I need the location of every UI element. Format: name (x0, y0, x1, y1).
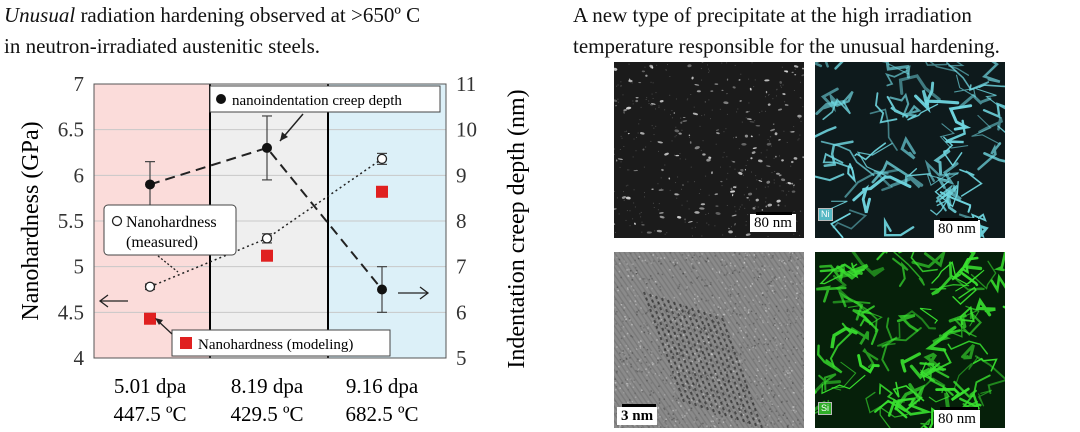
creep-depth-line (149, 146, 383, 291)
y-tick-label: 4 (74, 346, 85, 370)
scale-label-top-right: 80 nm (934, 220, 980, 238)
legend-measured-pointer (157, 255, 179, 273)
creep-depth-point (262, 142, 272, 153)
element-tag-si: Si (818, 402, 833, 415)
x-category-temp: 682.5 ºC (345, 402, 418, 426)
x-category-temp: 447.5 ºC (113, 402, 186, 426)
y-axis-title: Nanohardness (GPa) (18, 121, 44, 320)
legend-measured-box (103, 204, 237, 256)
legend-measured-marker (111, 215, 123, 227)
modeled-hardness-point (144, 312, 156, 325)
y-tick-label: 5.5 (58, 209, 84, 233)
scale-bar-bottom-left (622, 404, 656, 407)
scale-bar-top-left (756, 212, 792, 215)
y2-tick-label: 8 (456, 209, 467, 233)
left-caption-line-1: Unusual radiation hardening observed at … (4, 3, 421, 27)
y2-tick-label: 6 (456, 300, 467, 324)
right-axis-arrowhead (419, 286, 430, 300)
measured-hardness-point (376, 153, 388, 165)
si-map-micrograph (815, 252, 1005, 428)
y2-tick-label: 11 (456, 72, 476, 96)
y2-tick-label: 7 (456, 255, 467, 279)
left-caption: Unusual radiation hardening observed at … (4, 0, 420, 62)
y-tick-label: 6 (74, 163, 85, 187)
left-caption-line-2: in neutron-irradiated austenitic steels. (4, 34, 321, 58)
legend-modeling-arrowhead (155, 318, 163, 325)
y-tick-label: 5 (74, 255, 85, 279)
right-caption-line-2: temperature responsible for the unusual … (573, 34, 1000, 58)
y2-axis-title: Indentation creep depth (nm) (504, 89, 530, 368)
hardness-chart: 4 4.5 5 5.5 6 6.5 7 5 6 7 8 9 10 11 Nanohardness (GPa)… (18, 72, 530, 426)
x-category-dpa: 9.16 dpa (346, 374, 419, 398)
measured-hardness-point (144, 281, 156, 292)
measured-hardness-point (261, 233, 273, 244)
element-tag-ni: Ni (818, 208, 833, 221)
legend-modeling-label: Nanohardness (modeling) (198, 337, 353, 353)
right-caption: A new type of precipitate at the high ir… (573, 0, 1000, 62)
right-caption-line-1: A new type of precipitate at the high ir… (573, 3, 972, 27)
scale-bar-bottom-right (940, 407, 978, 410)
sem-micrograph (614, 62, 804, 238)
y2-tick-label: 5 (456, 346, 467, 370)
hrtem-micrograph (614, 252, 804, 428)
y-tick-label: 7 (74, 72, 85, 96)
scale-label-bottom-left: 3 nm (617, 407, 658, 425)
legend-creep-label: nanoindentation creep depth (232, 93, 402, 109)
modeled-hardness-point (376, 185, 388, 198)
legend-creep-marker (216, 94, 226, 104)
y-tick-label: 6.5 (58, 118, 84, 142)
legend-modeling-marker (180, 337, 192, 349)
left-axis-arrowhead (98, 294, 109, 308)
x-category-dpa: 8.19 dpa (231, 374, 304, 398)
creep-depth-point (377, 284, 387, 295)
creep-depth-point (145, 179, 155, 190)
modeled-hardness-point (261, 249, 273, 262)
x-category-dpa: 5.01 dpa (114, 374, 187, 398)
legend-modeling-box (171, 329, 391, 357)
y2-tick-label: 10 (456, 118, 477, 142)
y-tick-label: 4.5 (58, 300, 84, 324)
y2-tick-label: 9 (456, 163, 467, 187)
legend-creep-box (209, 85, 441, 113)
legend-measured-label: Nanohardness (126, 214, 217, 231)
legend-creep-arrowhead (280, 132, 288, 141)
plot-frame (93, 83, 447, 359)
legend-measured-label: (measured) (126, 234, 198, 251)
scale-label-bottom-right: 80 nm (934, 410, 980, 428)
scale-bar-top-right (940, 218, 978, 221)
scale-label-top-left: 80 nm (750, 214, 796, 232)
ni-map-micrograph (815, 62, 1005, 238)
x-category-temp: 429.5 ºC (230, 402, 303, 426)
